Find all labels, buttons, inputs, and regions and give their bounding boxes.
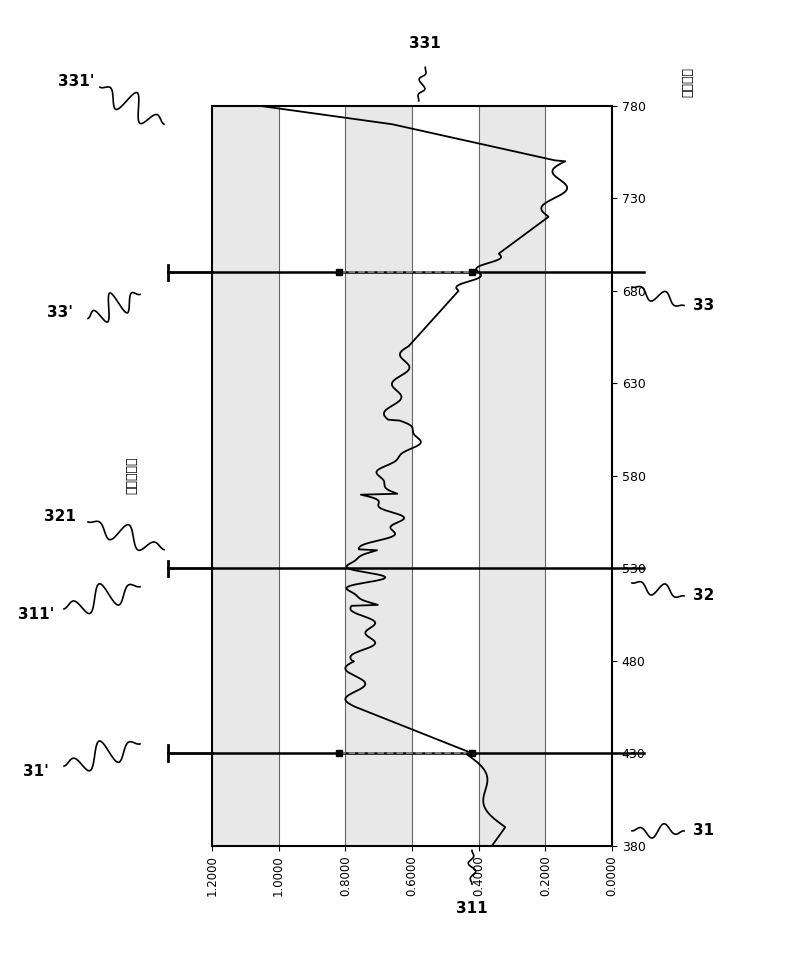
Text: 331': 331' xyxy=(58,74,94,89)
Text: 311: 311 xyxy=(456,900,488,916)
Text: 32: 32 xyxy=(694,588,714,604)
Text: 331: 331 xyxy=(410,36,442,51)
Bar xyxy=(212,106,278,846)
Text: 33: 33 xyxy=(694,298,714,313)
Text: （响应値）: （响应値） xyxy=(126,456,138,495)
Text: 321: 321 xyxy=(44,509,76,524)
Text: 311': 311' xyxy=(18,607,54,622)
Bar xyxy=(412,106,478,846)
Bar xyxy=(278,106,346,846)
Text: 31': 31' xyxy=(23,764,49,779)
Text: 31: 31 xyxy=(694,824,714,838)
Bar xyxy=(346,106,412,846)
Bar xyxy=(478,106,546,846)
Text: 33': 33' xyxy=(47,306,73,320)
Text: （波长）: （波长） xyxy=(682,66,694,97)
Bar xyxy=(546,106,612,846)
